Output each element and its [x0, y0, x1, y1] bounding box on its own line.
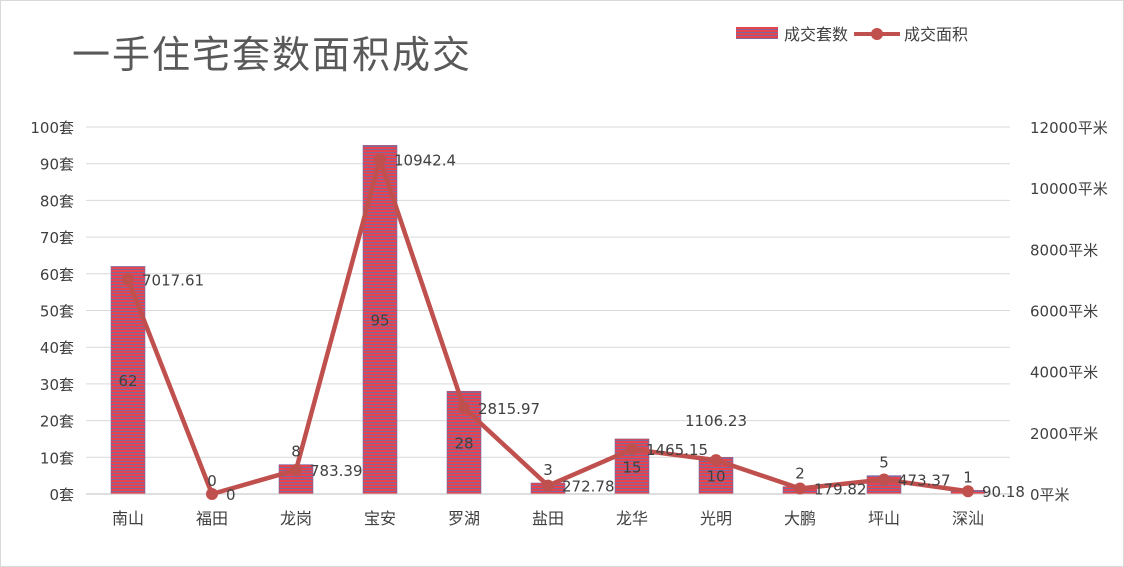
y-left-tick-label: 20套 [40, 413, 74, 431]
x-tick-label: 福田 [196, 509, 228, 528]
line-point [626, 443, 638, 456]
bar-data-label: 62 [118, 372, 137, 390]
line-data-label: 0 [226, 486, 236, 504]
line-point [374, 153, 386, 166]
x-tick-label: 大鹏 [784, 509, 816, 528]
y-right-tick-label: 10000平米 [1030, 180, 1108, 198]
y-left-tick-label: 80套 [40, 192, 74, 210]
bar [446, 390, 482, 495]
bar-data-label: 5 [879, 454, 889, 472]
legend-item-bar: 成交套数 [736, 21, 848, 45]
legend-line-label: 成交面积 [904, 25, 969, 44]
line-data-label: 90.18 [982, 483, 1025, 501]
y-right-tick-label: 12000平米 [1030, 119, 1108, 137]
line-point [794, 482, 806, 495]
chart-title: 一手住宅套数面积成交 [72, 33, 473, 77]
y-left-tick-label: 30套 [40, 376, 74, 394]
x-tick-label: 光明 [700, 509, 732, 528]
bar-data-label: 3 [543, 461, 553, 479]
line-point [290, 464, 302, 477]
y-right-tick-label: 4000平米 [1030, 364, 1098, 382]
line-point [542, 479, 554, 492]
line-data-label: 10942.4 [394, 151, 456, 169]
line-data-label: 179.82 [814, 481, 867, 499]
legend-bar-label: 成交套数 [784, 25, 849, 44]
bar-data-label: 15 [622, 458, 641, 476]
line-data-label: 272.78 [562, 478, 615, 496]
legend-line-swatch [854, 27, 901, 40]
legend-bar-swatch [736, 27, 778, 39]
y-right-tick-label: 0平米 [1030, 486, 1070, 504]
line-point [710, 454, 722, 467]
y-left-tick-label: 100套 [30, 119, 74, 137]
line-data-label: 7017.61 [142, 271, 204, 289]
bar-data-label: 1 [963, 468, 973, 486]
legend-item-line: 成交面积 [854, 21, 968, 45]
line-series [125, 157, 969, 497]
bar-data-label: 0 [207, 472, 217, 490]
y-left-tick-label: 0套 [49, 486, 74, 504]
line-point [122, 273, 134, 286]
line-data-label: 473.37 [898, 472, 951, 490]
y-right-tick-label: 2000平米 [1030, 425, 1098, 443]
y-left-tick-label: 60套 [40, 266, 74, 284]
y-right-tick-label: 8000平米 [1030, 241, 1098, 259]
y-left-tick-label: 70套 [40, 229, 74, 247]
bar-data-label: 2 [795, 465, 805, 483]
line-data-label: 783.39 [310, 462, 363, 480]
x-tick-label: 罗湖 [448, 509, 480, 528]
x-tick-label: 盐田 [532, 509, 564, 528]
bar-data-label: 28 [454, 435, 473, 453]
x-tick-label: 龙岗 [280, 509, 312, 528]
bar-data-label: 10 [706, 468, 725, 486]
line-data-label: 1465.15 [646, 441, 708, 459]
line-point [878, 473, 890, 486]
x-tick-label: 深汕 [952, 509, 984, 528]
line-data-label: 2815.97 [478, 400, 540, 418]
y-left-tick-label: 90套 [40, 156, 74, 174]
line-point [962, 485, 974, 498]
line-point [206, 488, 218, 500]
line-point [458, 401, 470, 414]
bar-data-label: 95 [370, 312, 389, 330]
y-right-tick-label: 6000平米 [1030, 303, 1098, 321]
y-left-tick-label: 50套 [40, 303, 74, 321]
legend: 成交套数 成交面积 [736, 22, 974, 44]
x-tick-label: 宝安 [364, 509, 396, 528]
x-tick-label: 南山 [112, 509, 144, 528]
x-tick-label: 坪山 [868, 509, 900, 528]
bar-data-label: 8 [291, 443, 301, 461]
y-left-tick-label: 40套 [40, 339, 74, 357]
y-left-tick-label: 10套 [40, 449, 74, 467]
line-data-label: 1106.23 [685, 412, 747, 430]
x-tick-label: 龙华 [616, 509, 648, 528]
